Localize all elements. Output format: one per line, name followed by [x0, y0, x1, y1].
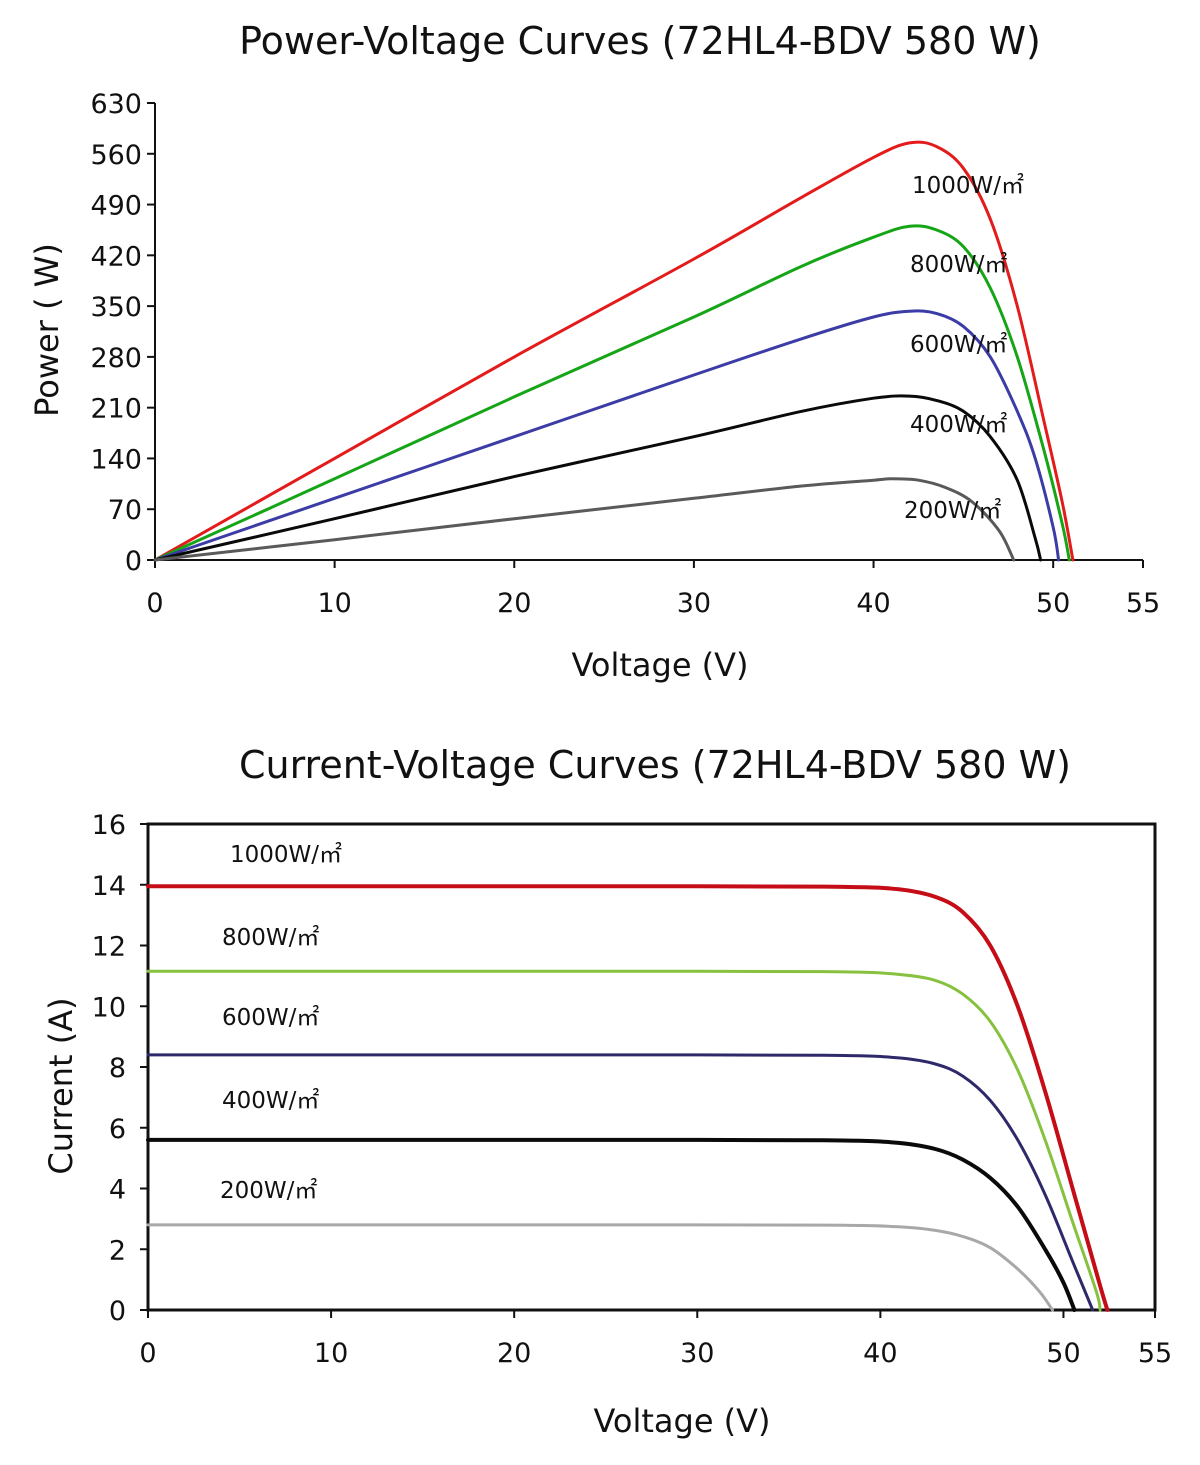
y-tick-label: 0 [109, 1296, 126, 1327]
y-tick-label: 420 [90, 241, 142, 272]
x-tick-label: 0 [146, 588, 163, 619]
y-axis-label: Power ( W) [28, 243, 66, 417]
series-label-2: 600W/㎡ [910, 332, 1007, 358]
x-tick-label: 55 [1126, 588, 1160, 619]
power-voltage-chart-svg: Power-Voltage Curves (72HL4-BDV 580 W) 0… [28, 19, 1160, 684]
y-tick-label: 560 [90, 140, 142, 171]
x-axis-label: Voltage (V) [571, 646, 748, 684]
series-label-1: 800W/㎡ [910, 252, 1007, 278]
x-tick-label: 20 [497, 1338, 531, 1369]
y-tick-label: 350 [90, 292, 142, 323]
series-line-4 [146, 1223, 1054, 1312]
series-line-1 [153, 224, 1071, 562]
y-tick-label: 630 [90, 89, 142, 120]
y-tick-label: 16 [92, 810, 126, 841]
y-tick-label: 0 [125, 546, 142, 577]
y-tick-label: 140 [90, 444, 142, 475]
series-line-0 [153, 140, 1075, 562]
x-tick-label: 50 [1036, 588, 1070, 619]
series-label-2: 600W/㎡ [222, 1005, 319, 1031]
plot-area: 0 2 4 6 8 10 12 14 16 0 10 20 30 40 50 55 1000W/㎡ 800W/㎡ 6… [92, 810, 1173, 1369]
y-tick-label: 12 [92, 932, 126, 963]
y-tick-label: 70 [108, 495, 142, 526]
x-tick-label: 10 [317, 588, 351, 619]
series-line-3 [146, 1137, 1077, 1312]
series-label-1: 800W/㎡ [222, 925, 319, 951]
x-tick-label: 30 [680, 1338, 714, 1369]
plot-area: 0 70 140 210 280 350 420 490 560 630 0 10 20 30 40 50 55… [90, 89, 1160, 619]
series-line-4 [153, 477, 1016, 562]
chart-title: Current-Voltage Curves (72HL4-BDV 580 W) [239, 743, 1071, 787]
series-line-2 [153, 309, 1061, 562]
x-tick-label: 50 [1046, 1338, 1080, 1369]
series-line-3 [153, 394, 1043, 562]
x-tick-label: 10 [314, 1338, 348, 1369]
y-tick-label: 210 [90, 394, 142, 425]
y-tick-label: 8 [109, 1053, 126, 1084]
series-label-4: 200W/㎡ [904, 498, 1001, 524]
x-tick-label: 55 [1138, 1338, 1172, 1369]
y-axis-label: Current (A) [42, 997, 80, 1174]
plot-frame [146, 822, 1157, 1312]
y-tick-label: 4 [109, 1175, 126, 1206]
current-voltage-chart-svg: Current-Voltage Curves (72HL4-BDV 580 W)… [42, 743, 1173, 1440]
y-tick-label: 280 [90, 343, 142, 374]
y-tick-label: 14 [92, 871, 126, 902]
x-tick-label: 20 [497, 588, 531, 619]
x-tick-label: 40 [863, 1338, 897, 1369]
y-tick-label: 490 [90, 191, 142, 222]
x-tick-label: 0 [139, 1338, 156, 1369]
series-label-3: 400W/㎡ [222, 1088, 319, 1114]
series-line-0 [146, 884, 1110, 1312]
series-line-1 [146, 969, 1102, 1312]
y-tick-label: 2 [109, 1235, 126, 1266]
chart-title: Power-Voltage Curves (72HL4-BDV 580 W) [239, 19, 1041, 63]
y-tick-label: 6 [109, 1114, 126, 1145]
series-label-0: 1000W/㎡ [230, 842, 342, 868]
x-tick-label: 40 [856, 588, 890, 619]
current-voltage-chart: Current-Voltage Curves (72HL4-BDV 580 W)… [0, 720, 1200, 1465]
x-axis-label: Voltage (V) [593, 1402, 770, 1440]
power-voltage-chart: Power-Voltage Curves (72HL4-BDV 580 W) 0… [0, 0, 1200, 720]
series-label-3: 400W/㎡ [910, 412, 1007, 438]
x-tick-label: 30 [677, 588, 711, 619]
series-label-0: 1000W/㎡ [912, 173, 1024, 199]
y-tick-label: 10 [92, 992, 126, 1023]
series-line-2 [146, 1053, 1095, 1312]
series-label-4: 200W/㎡ [220, 1178, 317, 1204]
